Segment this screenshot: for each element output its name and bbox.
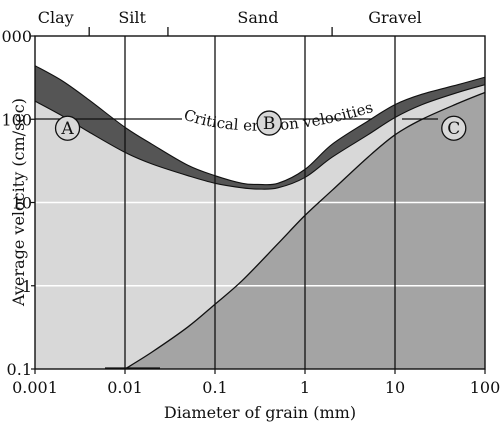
region-badge-c: C <box>441 115 467 141</box>
x-tick-label: 100 <box>470 378 501 397</box>
x-tick-label: 0.1 <box>202 378 227 397</box>
region-badge-a: A <box>54 115 81 141</box>
x-axis-ticks: 0.001 0.01 0.1 1 10 100 <box>12 369 500 397</box>
grain-size-label-sand: Sand <box>237 8 278 27</box>
region-badge-label: A <box>60 119 74 139</box>
y-axis-title: Average velocity (cm/sec) <box>9 98 28 307</box>
region-badge-label: C <box>447 119 460 139</box>
region-labels: A B C <box>54 110 467 141</box>
y-tick-label: 0.1 <box>7 360 32 379</box>
region-badge-circle <box>256 110 282 136</box>
x-tick-label: 10 <box>385 378 405 397</box>
y-tick-label: 1 <box>22 277 32 296</box>
y-tick-label: 100 <box>1 110 32 129</box>
grain-size-label-silt: Silt <box>118 8 146 27</box>
region-badge-circle <box>54 115 81 141</box>
critical-erosion-band <box>35 65 485 190</box>
y-tick-label: 10 <box>12 194 32 213</box>
gridlines <box>35 201 485 287</box>
region-badge-circle <box>441 115 467 141</box>
grain-size-lines <box>124 36 396 369</box>
grain-size-label-gravel: Gravel <box>368 8 422 27</box>
grain-size-scale: Clay Silt Sand Gravel <box>38 8 422 36</box>
grain-size-label-clay: Clay <box>38 8 74 27</box>
x-axis-title: Diameter of grain (mm) <box>164 403 356 422</box>
region-badge-label: B <box>263 114 276 134</box>
x-tick-label: 1 <box>300 378 310 397</box>
x-tick-label: 0.01 <box>107 378 143 397</box>
x-tick-label: 0.001 <box>12 378 58 397</box>
region-badge-b: B <box>256 110 282 136</box>
